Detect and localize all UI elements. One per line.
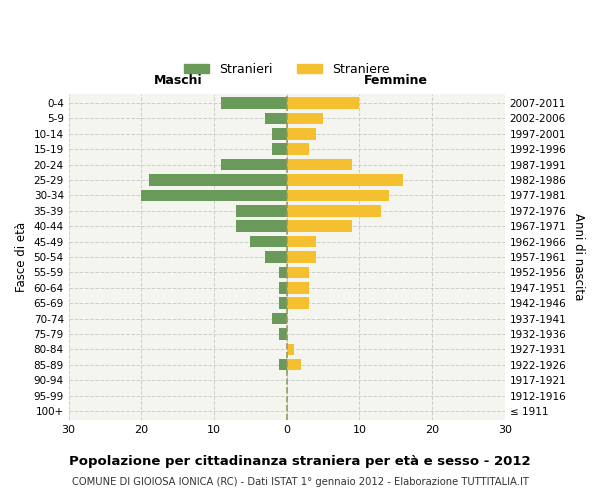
Text: COMUNE DI GIOIOSA IONICA (RC) - Dati ISTAT 1° gennaio 2012 - Elaborazione TUTTIT: COMUNE DI GIOIOSA IONICA (RC) - Dati IST…	[71, 477, 529, 487]
Bar	[280, 266, 287, 278]
Bar	[287, 159, 352, 170]
Bar	[142, 190, 287, 201]
Text: Maschi: Maschi	[154, 74, 202, 88]
Bar	[280, 328, 287, 340]
Bar	[287, 266, 308, 278]
Bar	[280, 298, 287, 309]
Legend: Stranieri, Straniere: Stranieri, Straniere	[179, 58, 395, 80]
Y-axis label: Anni di nascita: Anni di nascita	[572, 214, 585, 300]
Bar	[287, 98, 359, 109]
Bar	[265, 251, 287, 262]
Bar	[287, 174, 403, 186]
Text: Popolazione per cittadinanza straniera per età e sesso - 2012: Popolazione per cittadinanza straniera p…	[69, 455, 531, 468]
Bar	[272, 313, 287, 324]
Bar	[287, 144, 308, 155]
Bar	[287, 359, 301, 370]
Bar	[280, 359, 287, 370]
Bar	[287, 236, 316, 248]
Bar	[287, 128, 316, 140]
Bar	[280, 282, 287, 294]
Bar	[287, 205, 381, 216]
Bar	[236, 220, 287, 232]
Bar	[287, 190, 389, 201]
Bar	[250, 236, 287, 248]
Text: Femmine: Femmine	[364, 74, 428, 88]
Bar	[287, 251, 316, 262]
Bar	[149, 174, 287, 186]
Bar	[287, 112, 323, 124]
Bar	[236, 205, 287, 216]
Y-axis label: Fasce di età: Fasce di età	[15, 222, 28, 292]
Bar	[287, 344, 294, 355]
Bar	[272, 128, 287, 140]
Bar	[221, 159, 287, 170]
Bar	[287, 220, 352, 232]
Bar	[265, 112, 287, 124]
Bar	[221, 98, 287, 109]
Bar	[272, 144, 287, 155]
Bar	[287, 298, 308, 309]
Bar	[287, 282, 308, 294]
